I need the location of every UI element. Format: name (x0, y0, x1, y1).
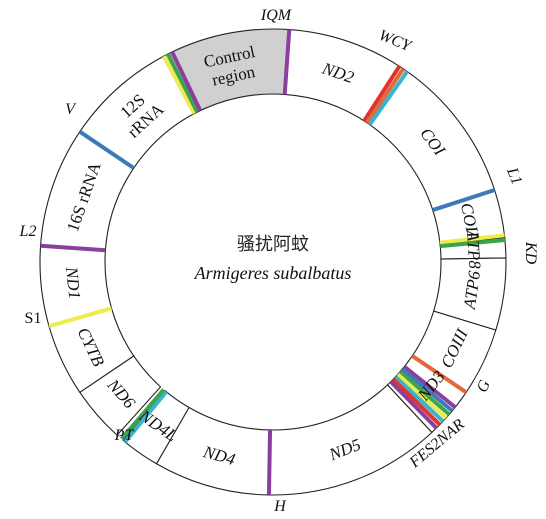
trna-label-l2: L2 (19, 223, 37, 240)
trna-label-iqm: IQM (260, 7, 293, 24)
trna-bar (78, 130, 135, 170)
trna-label-pt: PT (114, 427, 135, 444)
trna-bar (400, 367, 454, 413)
trna-bar (389, 380, 438, 430)
trna-bar (411, 354, 468, 394)
trna-bar (398, 370, 451, 416)
trna-bar (123, 390, 168, 444)
trna-label-s1: S1 (25, 310, 42, 327)
segment-label-nd1: ND1 (62, 265, 84, 300)
species-chinese-name: 骚扰阿蚊 (237, 234, 309, 255)
trna-label-wcy: WCY (376, 27, 415, 56)
trna-bar (365, 67, 405, 124)
trna-bar (166, 53, 200, 113)
trna-bar (368, 70, 409, 126)
segment-nd4l (122, 389, 190, 465)
trna-label-h: H (273, 498, 287, 515)
trna-label-v: V (65, 101, 77, 118)
trna-label-l1: L1 (503, 164, 525, 187)
species-latin-name: Armigeres subalbatus (194, 263, 352, 283)
trna-bar (119, 388, 166, 441)
trna-bar (282, 29, 292, 95)
trna-bar (266, 429, 273, 495)
trna-bar (440, 237, 506, 249)
segment-label-atp8: ATP8 (463, 229, 484, 270)
trna-bar (162, 55, 197, 115)
trna-bar (396, 372, 448, 420)
trna-bar (40, 243, 106, 253)
trna-bar (391, 377, 442, 427)
trna-bar (432, 188, 496, 212)
trna-label-kd: KD (522, 241, 539, 265)
trna-label-g: G (474, 377, 494, 394)
trna-bar (394, 375, 445, 423)
trna-bar (439, 233, 505, 245)
trna-bar (362, 65, 402, 122)
trna-bar (403, 365, 457, 409)
segment-label-line: ATP8 (463, 229, 484, 270)
trna-bar (48, 306, 113, 329)
trna-bar (170, 51, 203, 112)
segment-label-line: ND1 (62, 265, 84, 300)
